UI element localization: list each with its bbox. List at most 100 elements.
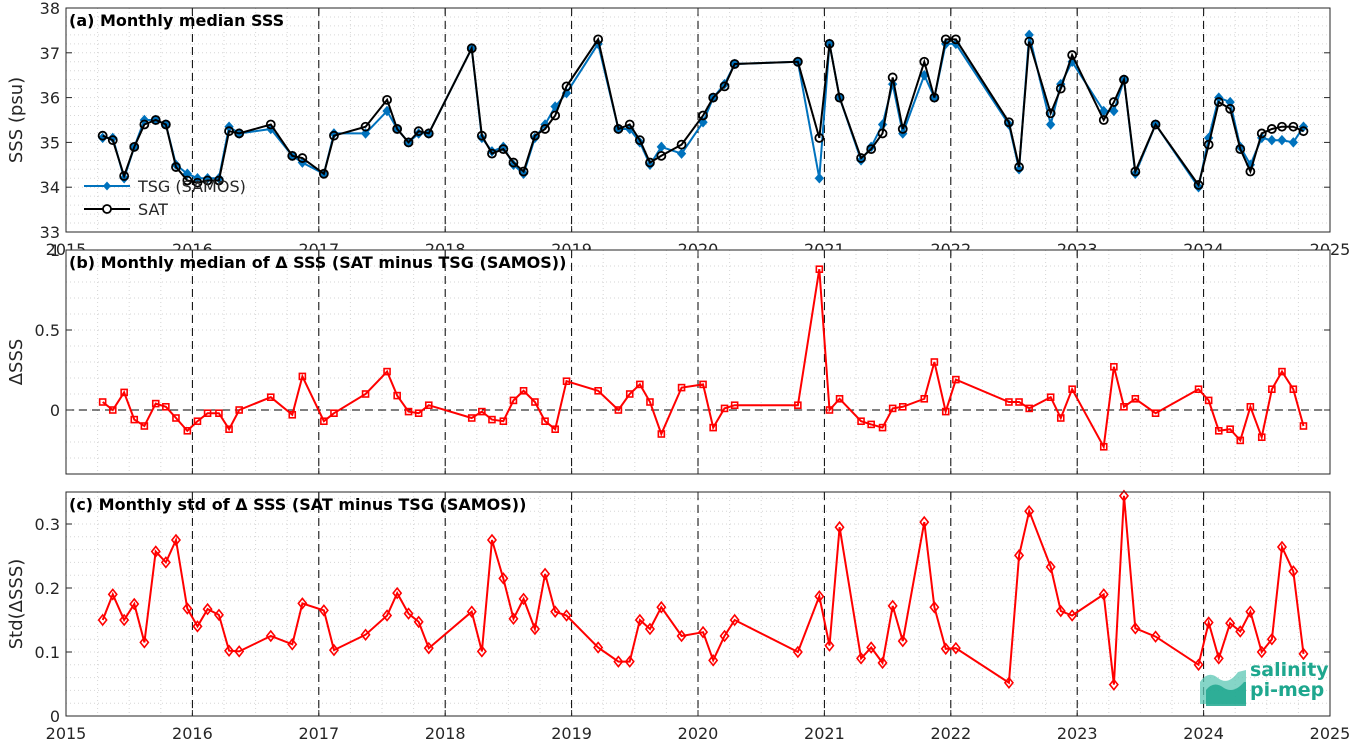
data-point bbox=[719, 81, 730, 92]
data-point bbox=[645, 157, 655, 168]
data-point bbox=[1055, 604, 1066, 618]
series-line bbox=[101, 495, 1305, 685]
data-point bbox=[266, 393, 275, 402]
data-point bbox=[676, 148, 687, 159]
data-point bbox=[129, 141, 140, 152]
data-point bbox=[393, 391, 401, 400]
x-tick-label: 2019 bbox=[551, 724, 592, 743]
data-point bbox=[1067, 50, 1078, 60]
data-point bbox=[1005, 398, 1013, 406]
data-point bbox=[318, 604, 329, 617]
panel-1: 3334353637382015201620172018201920202021… bbox=[6, 0, 1350, 259]
data-point bbox=[1204, 396, 1213, 405]
data-point bbox=[877, 656, 888, 670]
data-point bbox=[424, 401, 433, 410]
data-point bbox=[950, 641, 961, 655]
logo-line1: salinity bbox=[1250, 659, 1329, 681]
data-point bbox=[856, 652, 867, 665]
x-tick-label: 2016 bbox=[172, 724, 213, 743]
data-point bbox=[952, 375, 960, 384]
x-tick-label: 2022 bbox=[930, 724, 971, 743]
data-point bbox=[392, 124, 403, 134]
data-point bbox=[130, 415, 139, 424]
data-point bbox=[1151, 409, 1160, 418]
data-point bbox=[1288, 565, 1299, 578]
data-point bbox=[835, 394, 844, 403]
data-point bbox=[825, 406, 834, 414]
data-point bbox=[97, 613, 108, 627]
data-point bbox=[160, 556, 171, 569]
data-point bbox=[794, 401, 802, 410]
data-point bbox=[656, 600, 667, 614]
data-point bbox=[1203, 139, 1214, 150]
data-point bbox=[929, 600, 940, 614]
data-point bbox=[466, 43, 477, 54]
x-tick-label: 2020 bbox=[678, 724, 719, 743]
data-point bbox=[614, 406, 623, 414]
data-point bbox=[814, 172, 825, 184]
data-point bbox=[140, 422, 149, 430]
data-point bbox=[613, 655, 624, 668]
data-point bbox=[1120, 402, 1128, 411]
data-point bbox=[866, 144, 877, 155]
data-point bbox=[1046, 393, 1055, 402]
data-point bbox=[383, 367, 391, 376]
data-point bbox=[1267, 134, 1277, 146]
data-point bbox=[214, 175, 224, 186]
data-point bbox=[1257, 433, 1266, 442]
data-point bbox=[486, 533, 497, 547]
data-point bbox=[624, 655, 635, 668]
data-point bbox=[1015, 398, 1023, 406]
data-point bbox=[1045, 560, 1056, 574]
data-point bbox=[1003, 676, 1014, 690]
data-point bbox=[119, 171, 130, 181]
logo-line2: pi-mep bbox=[1250, 679, 1325, 701]
data-point bbox=[1288, 137, 1299, 148]
data-point bbox=[888, 404, 897, 413]
data-point bbox=[887, 599, 898, 613]
data-point bbox=[1276, 540, 1287, 554]
data-point bbox=[657, 430, 666, 438]
legend-marker bbox=[102, 204, 112, 214]
data-point bbox=[1235, 625, 1246, 638]
data-point bbox=[708, 92, 719, 103]
data-point bbox=[234, 128, 245, 139]
data-point bbox=[97, 130, 108, 141]
data-point bbox=[550, 605, 561, 618]
data-point bbox=[1256, 128, 1267, 139]
series-sat bbox=[97, 34, 1309, 190]
data-point bbox=[360, 121, 371, 132]
panel-2: 0 0.5 1 ΔSSS (b) Monthly median of Δ SSS (SA… bbox=[6, 241, 1331, 475]
data-point bbox=[656, 150, 667, 161]
data-point bbox=[297, 153, 308, 163]
data-point bbox=[1289, 385, 1298, 394]
data-point bbox=[1298, 647, 1309, 661]
data-point bbox=[488, 415, 496, 424]
data-point bbox=[498, 144, 509, 155]
data-point bbox=[1099, 442, 1108, 451]
data-point bbox=[646, 398, 654, 406]
data-point bbox=[518, 166, 529, 177]
series-panel2 bbox=[98, 265, 1308, 451]
data-point bbox=[1068, 385, 1076, 394]
data-point bbox=[499, 417, 508, 426]
data-point bbox=[382, 609, 393, 622]
data-point bbox=[213, 608, 224, 622]
panel-3: 0 0.1 0.2 0.3 2015 2016 2017 2018 2019 2020 2021 20… bbox=[6, 489, 1350, 743]
data-point bbox=[1278, 367, 1286, 376]
data-point bbox=[139, 119, 150, 130]
data-point bbox=[235, 406, 243, 414]
panel-title: (b) Monthly median of Δ SSS (SAT minus T… bbox=[69, 253, 566, 272]
data-point bbox=[139, 636, 150, 649]
data-point bbox=[729, 613, 740, 627]
data-point bbox=[361, 390, 370, 398]
data-point bbox=[867, 420, 875, 429]
data-point bbox=[730, 401, 739, 410]
data-point bbox=[1245, 166, 1256, 177]
y-tick-label: 0.2 bbox=[35, 579, 60, 598]
y-tick-label: 33 bbox=[40, 223, 60, 242]
data-point bbox=[814, 133, 825, 143]
data-point bbox=[119, 613, 130, 627]
data-point bbox=[519, 386, 528, 395]
